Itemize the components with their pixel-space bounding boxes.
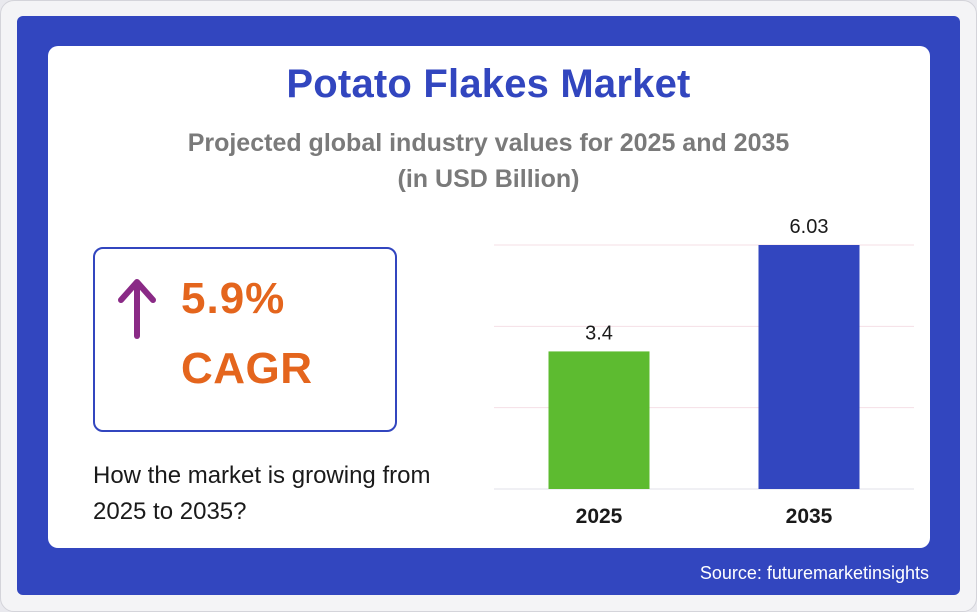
growth-question: How the market is growing from 2025 to 2…	[93, 462, 431, 525]
subtitle-line-1: Projected global industry values for 202…	[187, 129, 790, 157]
x-tick-label-2025: 2025	[576, 505, 623, 528]
subtitle-line-2: (in USD Billion)	[397, 165, 580, 193]
data-label-2035: 6.03	[790, 216, 829, 238]
data-label-2025: 3.4	[585, 322, 613, 344]
cagr-box	[93, 247, 397, 432]
source-note: Source: futuremarketinsights	[699, 563, 929, 583]
bar-2035	[758, 245, 860, 489]
bar-chart: 3.4 2025 6.03 2035	[494, 216, 914, 528]
arrow-up-icon	[117, 276, 157, 345]
cagr-value: 5.9%	[181, 274, 286, 323]
bar-2025	[548, 351, 650, 489]
cagr-label: CAGR	[181, 344, 313, 393]
subtitle: Projected global industry values for 202…	[0, 125, 977, 197]
x-tick-label-2035: 2035	[786, 505, 833, 528]
page-title: Potato Flakes Market	[286, 62, 691, 106]
